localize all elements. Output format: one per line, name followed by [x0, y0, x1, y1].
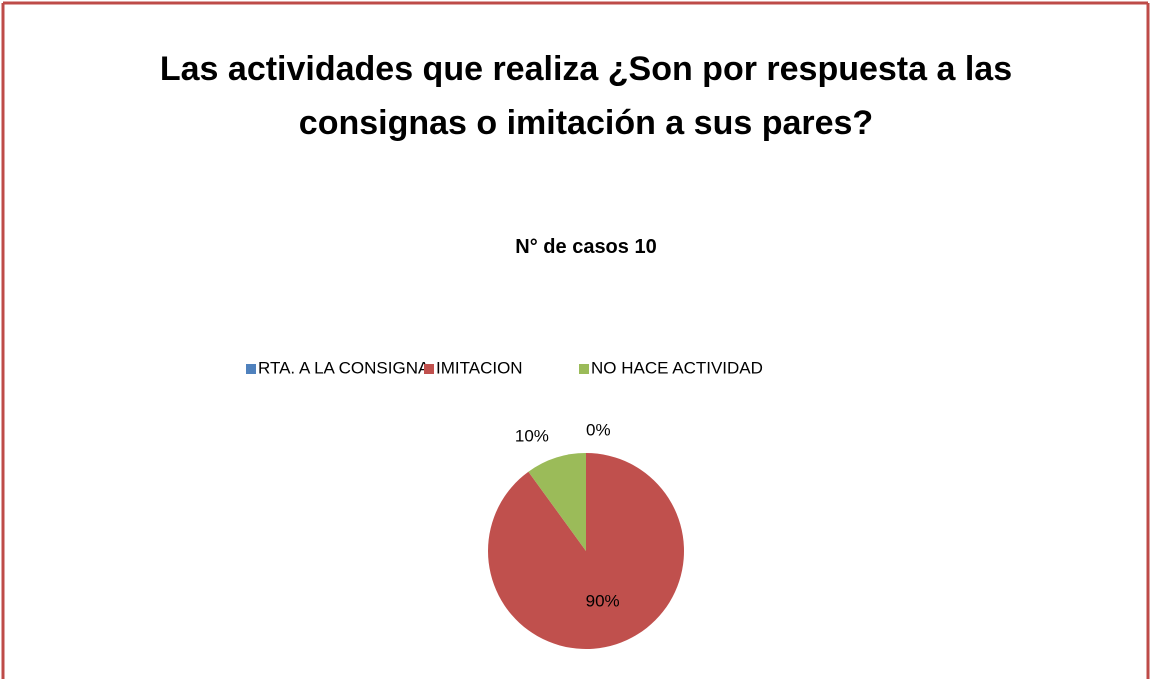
- data-label: 10%: [515, 426, 549, 445]
- chart-title: Las actividades que realiza ¿Son por res…: [159, 50, 1013, 142]
- legend-swatch: [246, 364, 256, 374]
- pie-slice: [487, 453, 684, 649]
- legend-label: NO HACE ACTIVIDAD: [591, 358, 763, 377]
- chart-subtitle: N° de casos 10: [515, 236, 657, 258]
- legend-swatch: [579, 364, 589, 374]
- legend-label: IMITACION: [436, 358, 523, 377]
- legend-swatch: [424, 364, 434, 374]
- data-label: 0%: [586, 420, 611, 439]
- pie-slice: [528, 453, 586, 551]
- legend-label: RTA. A LA CONSIGNA: [258, 358, 430, 377]
- data-label: 90%: [586, 592, 620, 611]
